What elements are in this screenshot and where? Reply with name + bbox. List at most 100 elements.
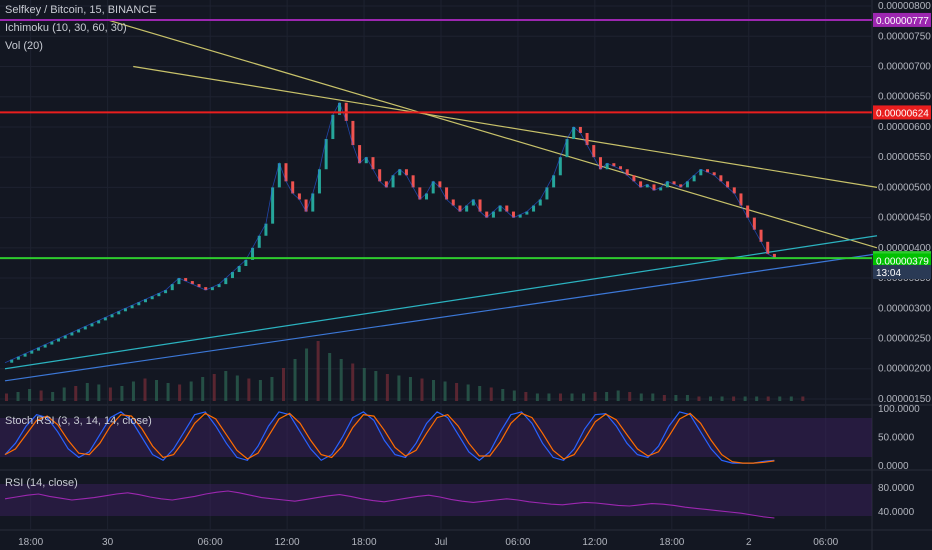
price-tick-label: 0.00000200 — [878, 364, 931, 375]
volume-bar — [201, 377, 205, 401]
volume-bar — [709, 396, 713, 401]
volume-bar — [385, 374, 389, 401]
volume-bar — [432, 380, 436, 401]
volume-bar — [212, 374, 216, 401]
candle — [144, 299, 148, 303]
volume-legend[interactable]: Vol (20) — [5, 40, 43, 52]
candle — [605, 163, 609, 170]
candle — [197, 284, 201, 288]
volume-bar — [420, 378, 424, 401]
volume-bar — [778, 396, 782, 401]
candle — [157, 293, 161, 297]
candle — [471, 199, 475, 206]
candle — [612, 163, 616, 167]
volume-bar — [351, 363, 355, 401]
volume-bar — [97, 384, 101, 401]
price-tick-label: 0.00000400 — [878, 243, 931, 254]
volume-bar — [305, 348, 309, 401]
candle — [465, 205, 469, 212]
candle — [538, 199, 542, 206]
volume-bar — [801, 396, 805, 401]
candle — [552, 175, 556, 188]
candle — [706, 169, 710, 173]
stoch-tick-label: 50.0000 — [878, 433, 915, 444]
candle — [712, 172, 716, 176]
rsi-tick-label: 40.0000 — [878, 507, 915, 518]
volume-bar — [397, 375, 401, 401]
candle — [291, 181, 295, 194]
candle — [237, 265, 241, 273]
candle — [244, 259, 248, 266]
candle — [418, 187, 422, 200]
time-tick-label: 18:00 — [659, 537, 684, 548]
candle — [398, 169, 402, 176]
rsi-legend[interactable]: RSI (14, close) — [5, 477, 78, 489]
candle — [572, 126, 576, 140]
price-tick-label: 0.00000700 — [878, 61, 931, 72]
volume-bar — [628, 392, 632, 401]
time-tick-label: 2 — [746, 537, 752, 548]
price-tick-label: 0.00000250 — [878, 334, 931, 345]
candle — [525, 211, 529, 215]
volume-bar — [362, 368, 366, 401]
volume-bar — [605, 392, 609, 401]
price-marker-label: 13:04 — [876, 268, 901, 279]
volume-bar — [120, 386, 124, 401]
volume-bar — [512, 390, 516, 401]
candle — [431, 181, 435, 194]
candle — [451, 199, 455, 206]
volume-bar — [732, 396, 736, 401]
price-tag — [873, 105, 931, 120]
candle — [271, 187, 275, 224]
volume-bar — [189, 381, 193, 401]
price-marker-label: 0.00000379 — [876, 257, 929, 268]
candle — [665, 181, 669, 188]
volume-bar — [224, 371, 228, 401]
candle — [90, 323, 94, 327]
volume-bar — [39, 390, 43, 401]
candle — [739, 193, 743, 206]
candle — [411, 175, 415, 188]
candle — [170, 284, 174, 291]
symbol-legend[interactable]: Selfkey / Bitcoin, 15, BINANCE — [5, 4, 157, 16]
price-tag-label: 0.00000624 — [876, 108, 929, 119]
candle — [364, 157, 368, 164]
candle — [317, 169, 321, 194]
candle — [150, 296, 154, 300]
candle — [679, 184, 683, 188]
time-tick-label: 30 — [102, 537, 114, 548]
candle — [518, 214, 522, 218]
candle — [752, 217, 756, 230]
candle — [30, 350, 34, 354]
price-tag — [873, 12, 931, 27]
candle — [585, 132, 589, 146]
price-line — [4, 101, 775, 364]
candle — [685, 181, 689, 188]
candle — [110, 314, 114, 318]
volume-bar — [651, 393, 655, 401]
volume-bar — [570, 393, 574, 401]
candle — [699, 169, 703, 176]
candle — [639, 181, 643, 188]
volume-bar — [755, 396, 759, 401]
volume-bar — [593, 392, 597, 401]
candle — [190, 281, 194, 285]
stoch-rsi-legend[interactable]: Stoch RSI (3, 3, 14, 14, close) — [5, 415, 152, 427]
candle — [304, 199, 308, 212]
volume-bar — [374, 371, 378, 401]
candle — [632, 175, 636, 182]
volume-bar — [293, 359, 297, 401]
ichimoku-legend[interactable]: Ichimoku (10, 30, 60, 30) — [5, 22, 127, 34]
time-tick-label: 12:00 — [275, 537, 300, 548]
volume-bar — [328, 353, 332, 401]
candle — [652, 184, 656, 191]
candle — [204, 287, 208, 291]
candle — [277, 163, 281, 188]
volume-bar — [582, 393, 586, 401]
candle — [284, 163, 288, 182]
volume-bar — [143, 378, 147, 401]
candle — [10, 359, 14, 363]
volume-bar — [466, 384, 470, 401]
